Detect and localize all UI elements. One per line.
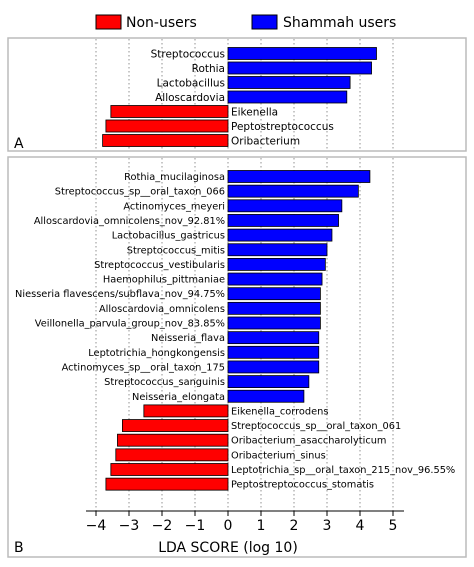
bar-label: Actinomyces_meyeri <box>123 201 225 212</box>
bar-label: Oribacterium <box>231 135 300 147</box>
x-tick-label: 2 <box>290 518 299 534</box>
bar <box>105 119 229 133</box>
x-tick-label: −1 <box>185 518 206 534</box>
bar <box>227 90 348 104</box>
panel-a-label: A <box>14 136 24 152</box>
bar <box>227 360 320 374</box>
panel-a-bars: Streptococcus Rothia Lactobacillus Alloscar… <box>102 47 377 147</box>
bar <box>115 448 229 462</box>
bar-label: Rothia <box>192 63 225 75</box>
panel-b-frame <box>7 156 467 558</box>
bar-label: Peptostreptococcus_stomatis <box>231 480 374 491</box>
panel-a: Streptococcus Rothia Lactobacillus Alloscar… <box>7 37 467 152</box>
bar <box>227 375 310 389</box>
bar-label: Streptococcus <box>151 48 225 60</box>
bar-label: Oribacterium_sinus <box>231 450 326 461</box>
bar <box>227 331 320 345</box>
legend-label-shammah-users: Shammah users <box>283 15 396 31</box>
bar <box>227 257 326 271</box>
x-tick-label: −3 <box>119 518 140 534</box>
bar-label: Eikenella <box>231 106 278 118</box>
bar-label: Streptococcus_sp__oral_taxon_066 <box>55 187 225 198</box>
bar <box>227 76 351 89</box>
bar-label: Haemophilus_pittmaniae <box>103 275 225 286</box>
bar-label: Alloscardovia_omnicolens_nov_92.81% <box>34 216 225 227</box>
x-axis-label: LDA SCORE (log 10) <box>158 540 298 556</box>
bar <box>227 301 321 315</box>
x-tick-label: 1 <box>257 518 266 534</box>
bar-label: Lactobacillus <box>157 77 225 89</box>
bar-label: Alloscardovia_omnicolens <box>99 304 225 315</box>
bar-label: Streptococcus_sp__oral_taxon_061 <box>231 421 401 432</box>
bar-label: Actinomyces_sp__oral_taxon_175 <box>62 362 225 373</box>
bar <box>143 404 229 418</box>
legend: Non-users Shammah users <box>95 14 396 31</box>
bar <box>227 287 321 301</box>
bar-label: Neisseria_flava <box>151 333 225 344</box>
bar-label: Neisseria_elongata <box>132 392 225 403</box>
x-tick-label: −2 <box>152 518 173 534</box>
panel-b: Rothia_mucilaginosa Streptococcus_sp__ora… <box>7 156 467 558</box>
legend-swatch-non-users <box>95 14 122 30</box>
bar-label: Veillonella_parvula_group_nov_83.85% <box>35 319 225 330</box>
x-tick-label: 5 <box>389 518 398 534</box>
bar <box>227 214 339 227</box>
bar <box>227 389 305 403</box>
bar-label: Peptostreptococcus <box>231 121 334 133</box>
bar <box>122 419 229 432</box>
bar <box>227 61 372 75</box>
bar <box>227 272 323 286</box>
x-axis-ticks: −4 −3 −2 −1 0 1 2 3 4 5 <box>86 511 398 534</box>
bar-label: Leptotrichia_sp__oral_taxon_215_nov_96.5… <box>231 465 455 476</box>
bar-label: Niesseria flavescens/subflava_nov_94.75% <box>15 289 225 300</box>
bar-label: Lactobacillus_gastricus <box>112 231 225 242</box>
bar-label: Streptococcus_mitis <box>127 245 225 256</box>
legend-label-non-users: Non-users <box>126 15 197 31</box>
x-tick-label: 3 <box>323 518 332 534</box>
bar-label: Oribacterium_asaccharolyticum <box>231 436 386 447</box>
bar <box>227 184 359 198</box>
bar <box>110 105 229 118</box>
bar-label: Eikenella_corrodens <box>231 406 328 417</box>
panel-b-bars: Rothia_mucilaginosa Streptococcus_sp__ora… <box>15 170 455 491</box>
panel-b-label: B <box>14 540 24 556</box>
bar <box>227 47 377 60</box>
bar <box>227 228 333 242</box>
bar <box>102 134 229 147</box>
bar-label: Rothia_mucilaginosa <box>124 172 225 183</box>
panel-a-frame <box>7 37 467 152</box>
bar-label: Streptococcus_vestibularis <box>94 260 225 271</box>
bar-label: Streptococcus_sanguinis <box>104 377 225 388</box>
x-tick-label: −4 <box>86 518 107 534</box>
bar <box>105 477 229 491</box>
bar-label: Alloscardovia <box>155 92 225 104</box>
bar <box>227 345 320 359</box>
bar <box>227 316 321 330</box>
bar <box>227 170 371 183</box>
x-tick-label: 4 <box>356 518 365 534</box>
bar <box>227 199 343 213</box>
bar <box>227 243 328 257</box>
legend-swatch-shammah-users <box>251 14 278 30</box>
x-tick-label: 0 <box>224 518 233 534</box>
bar-label: Leptotrichia_hongkongensis <box>88 348 225 359</box>
bar <box>117 433 229 447</box>
bar <box>110 463 229 476</box>
